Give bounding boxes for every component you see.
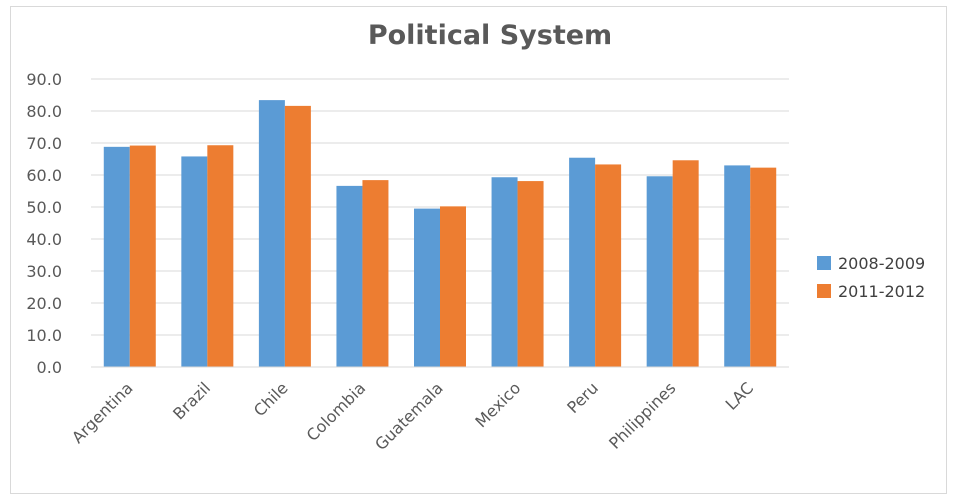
bar-2008-2009-Chile bbox=[258, 100, 285, 368]
y-tick-label: 90.0 bbox=[26, 70, 62, 89]
bar-2011-2012-LAC bbox=[750, 167, 777, 367]
y-tick-label: 80.0 bbox=[26, 102, 62, 121]
x-tick-label: Philippines bbox=[605, 378, 679, 452]
y-axis-ticks: 0.0 10.0 20.0 30.0 40.0 50.0 60.0 70.0 80.0 90.0 bbox=[26, 70, 62, 377]
y-tick-label: 20.0 bbox=[26, 294, 62, 313]
bar-2008-2009-Mexico bbox=[491, 177, 518, 367]
x-tick-label: Mexico bbox=[471, 378, 524, 431]
legend-label: 2008-2009 bbox=[838, 254, 925, 273]
bar-2011-2012-Brazil bbox=[207, 145, 234, 367]
y-tick-label: 40.0 bbox=[26, 230, 62, 249]
bar-2011-2012-Argentina bbox=[129, 145, 156, 367]
y-tick-label: 10.0 bbox=[26, 326, 62, 345]
bar-2008-2009-Brazil bbox=[181, 156, 208, 367]
y-tick-label: 70.0 bbox=[26, 134, 62, 153]
x-tick-label: Colombia bbox=[303, 378, 370, 445]
bar-2008-2009-Colombia bbox=[336, 185, 363, 367]
x-tick-label: Chile bbox=[250, 378, 292, 420]
bar-2008-2009-Philippines bbox=[646, 176, 673, 367]
x-tick-label: Guatemala bbox=[371, 378, 447, 454]
legend-swatch bbox=[817, 284, 831, 298]
x-tick-label: Brazil bbox=[169, 378, 214, 423]
legend: 2008-2009 2011-2012 bbox=[817, 254, 925, 301]
y-tick-label: 30.0 bbox=[26, 262, 62, 281]
x-tick-label: LAC bbox=[722, 378, 757, 413]
bar-2011-2012-Colombia bbox=[362, 180, 389, 367]
legend-label: 2011-2012 bbox=[838, 282, 925, 301]
bar-2008-2009-LAC bbox=[724, 165, 751, 367]
bars bbox=[103, 100, 777, 368]
bar-2011-2012-Mexico bbox=[517, 181, 544, 367]
x-tick-label: Argentina bbox=[68, 378, 137, 447]
bar-2011-2012-Guatemala bbox=[440, 206, 466, 367]
y-tick-label: 50.0 bbox=[26, 198, 62, 217]
bar-2008-2009-Guatemala bbox=[414, 208, 440, 367]
chart-canvas: Political System 0.0 10.0 20.0 30.0 40.0 50.0… bbox=[26, 20, 925, 454]
bar-2011-2012-Peru bbox=[595, 164, 622, 367]
legend-swatch bbox=[817, 256, 831, 270]
bar-2011-2012-Chile bbox=[284, 105, 311, 367]
chart-title: Political System bbox=[368, 20, 612, 51]
y-tick-label: 0.0 bbox=[37, 358, 62, 377]
bar-2008-2009-Peru bbox=[569, 157, 596, 367]
x-axis-ticks: Argentina Brazil Chile Colombia Guatemala Mex… bbox=[68, 378, 757, 454]
x-tick-label: Peru bbox=[563, 378, 602, 417]
bar-2011-2012-Philippines bbox=[672, 160, 699, 367]
chart-frame: Political System 0.0 10.0 20.0 30.0 40.0 50.0… bbox=[10, 6, 947, 494]
y-tick-label: 60.0 bbox=[26, 166, 62, 185]
bar-2008-2009-Argentina bbox=[103, 146, 130, 367]
